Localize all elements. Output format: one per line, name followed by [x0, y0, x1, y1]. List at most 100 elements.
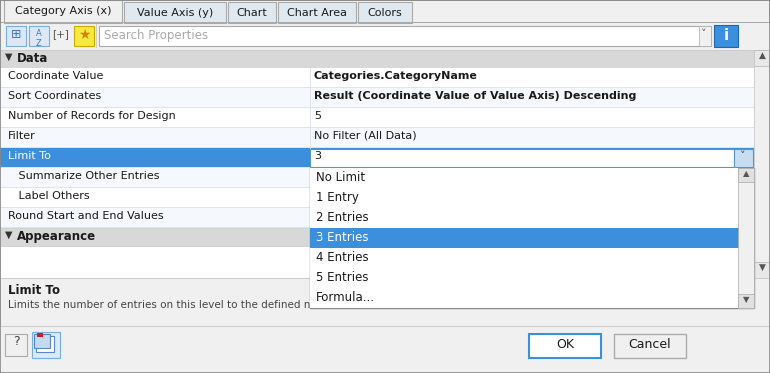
Bar: [310, 228, 738, 248]
Text: ⊞: ⊞: [11, 28, 22, 41]
Text: Colors: Colors: [367, 7, 403, 18]
Bar: [738, 294, 754, 308]
Bar: [0, 108, 754, 128]
Bar: [310, 248, 738, 268]
Bar: [32, 332, 60, 358]
Text: ?: ?: [12, 335, 19, 348]
Bar: [754, 50, 770, 278]
Bar: [714, 25, 738, 47]
Bar: [0, 128, 754, 148]
Bar: [310, 168, 754, 308]
Text: Chart Area: Chart Area: [287, 7, 347, 18]
Bar: [96, 24, 97, 48]
Bar: [699, 26, 711, 46]
Text: 2 Entries: 2 Entries: [316, 211, 369, 224]
Bar: [34, 334, 50, 348]
Text: 3: 3: [314, 151, 321, 161]
Text: Number of Records for Design: Number of Records for Design: [8, 111, 176, 121]
Bar: [99, 26, 711, 46]
Bar: [754, 50, 770, 66]
Bar: [228, 2, 276, 23]
Text: A
Z: A Z: [36, 29, 42, 48]
Text: Data: Data: [17, 52, 49, 65]
Bar: [37, 333, 43, 337]
Bar: [0, 278, 770, 279]
Text: Value Axis (y): Value Axis (y): [137, 7, 213, 18]
Text: Coordinate Value: Coordinate Value: [8, 71, 103, 81]
Text: i: i: [724, 28, 728, 43]
Text: Limit To: Limit To: [8, 151, 51, 161]
Bar: [0, 50, 754, 278]
Text: Limits the number of entries on this level to the defined n: Limits the number of entries on this lev…: [8, 300, 310, 310]
Text: No Filter (All Data): No Filter (All Data): [314, 131, 417, 141]
Bar: [0, 228, 754, 246]
Bar: [734, 149, 753, 167]
Text: Categories.CategoryName: Categories.CategoryName: [314, 71, 478, 81]
Bar: [29, 26, 49, 46]
Text: 4 Entries: 4 Entries: [316, 251, 369, 264]
Bar: [0, 22, 770, 23]
Bar: [0, 50, 754, 68]
Text: Chart: Chart: [236, 7, 267, 18]
Text: Label Others: Label Others: [8, 191, 89, 201]
Bar: [0, 326, 770, 327]
Text: ▼: ▼: [5, 52, 12, 62]
Bar: [0, 207, 754, 208]
Text: Summarize Other Entries: Summarize Other Entries: [8, 171, 159, 181]
Bar: [310, 268, 738, 288]
Bar: [0, 326, 770, 373]
Bar: [358, 2, 412, 23]
Bar: [0, 167, 754, 168]
Text: Search Properties: Search Properties: [104, 29, 208, 42]
Text: Filter: Filter: [8, 131, 35, 141]
Bar: [738, 168, 754, 182]
Bar: [0, 87, 754, 88]
Bar: [310, 108, 311, 128]
Bar: [74, 26, 94, 46]
Text: Formula...: Formula...: [316, 291, 375, 304]
Bar: [0, 68, 754, 88]
Text: No Limit: No Limit: [316, 171, 365, 184]
Bar: [310, 208, 311, 228]
Bar: [0, 187, 754, 188]
Bar: [738, 168, 754, 308]
Bar: [0, 22, 770, 50]
Bar: [310, 128, 311, 148]
Text: Category Axis (x): Category Axis (x): [15, 6, 111, 16]
Bar: [529, 334, 601, 358]
Text: OK: OK: [556, 338, 574, 351]
Bar: [614, 334, 686, 358]
Text: Cancel: Cancel: [628, 338, 671, 351]
Text: Round Start and End Values: Round Start and End Values: [8, 211, 163, 221]
Text: ★: ★: [78, 28, 90, 42]
Text: ▲: ▲: [743, 169, 749, 178]
Bar: [0, 188, 754, 208]
Bar: [4, 0, 122, 23]
Text: 3 Entries: 3 Entries: [316, 231, 369, 244]
Bar: [0, 127, 754, 128]
Bar: [278, 2, 356, 23]
Bar: [310, 68, 311, 88]
Bar: [310, 168, 738, 188]
Bar: [738, 228, 754, 248]
Bar: [0, 208, 754, 228]
Bar: [0, 227, 754, 228]
Bar: [6, 26, 26, 46]
Text: 1 Entry: 1 Entry: [316, 191, 359, 204]
Text: 5 Entries: 5 Entries: [316, 271, 369, 284]
Bar: [0, 88, 754, 108]
Text: ▼: ▼: [5, 230, 12, 240]
Text: Result (Coordinate Value of Value Axis) Descending: Result (Coordinate Value of Value Axis) …: [314, 91, 636, 101]
Text: ˅: ˅: [701, 29, 707, 39]
Text: Limit To: Limit To: [8, 284, 60, 297]
Bar: [310, 168, 311, 188]
Text: 5: 5: [314, 111, 321, 121]
Text: ▼: ▼: [743, 295, 749, 304]
Bar: [0, 107, 754, 108]
Bar: [310, 149, 734, 167]
Bar: [0, 278, 770, 326]
Bar: [310, 148, 311, 168]
Text: ▼: ▼: [758, 263, 765, 272]
Bar: [0, 148, 754, 168]
Bar: [310, 188, 738, 208]
